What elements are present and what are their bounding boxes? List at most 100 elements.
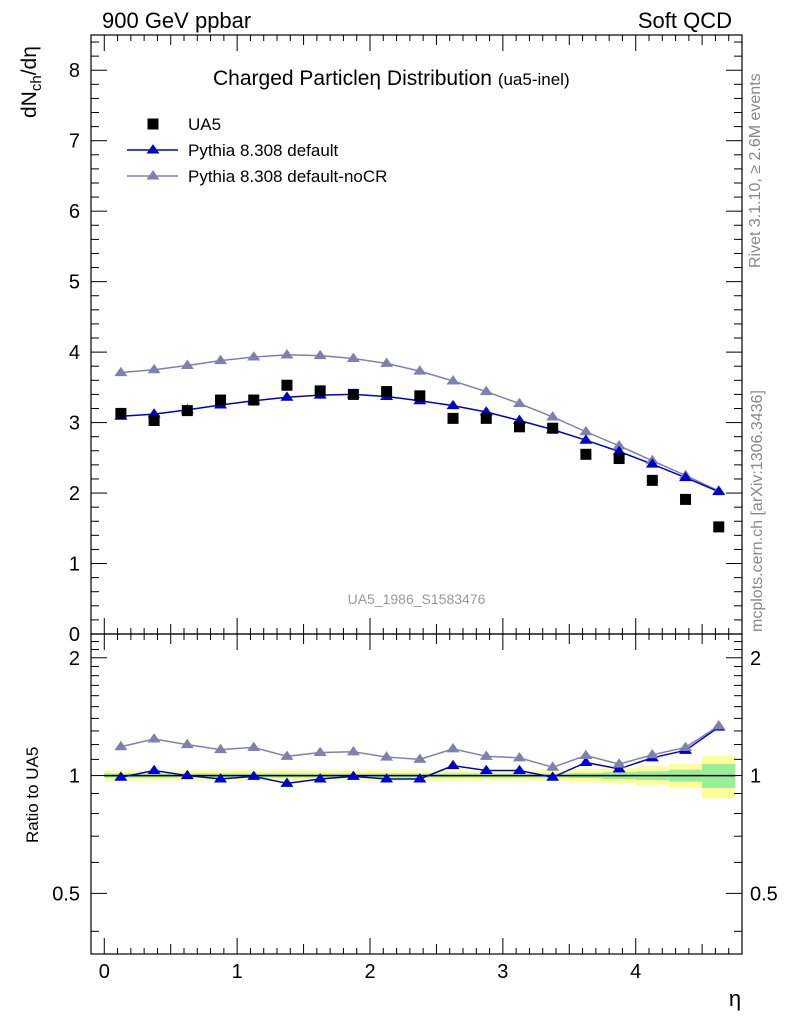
ratio-noCR-point [413, 753, 427, 763]
noCR-point [380, 357, 394, 367]
ratio-default-point [346, 770, 360, 780]
ratio-default-point [247, 770, 261, 780]
main-chart-title: Charged Particleη Distribution (ua5-inel… [213, 67, 570, 91]
ratio-default-point [446, 759, 460, 770]
noCR-point [512, 397, 526, 408]
chart-title-suffix: (ua5-inel) [497, 70, 570, 89]
ratio-noCR-point [280, 750, 294, 760]
default-line [120, 393, 720, 493]
main-y-tick-label: 0 [69, 624, 80, 646]
legend-default-marker [146, 144, 160, 154]
main-y-tick-label: 7 [69, 131, 80, 153]
noCR-point [247, 351, 261, 361]
ua5-data-point [181, 405, 193, 417]
legend-noCR-label: Pythia 8.308 default-noCR [188, 167, 387, 186]
ua5-data-point [646, 474, 658, 486]
ua5-data-point [547, 422, 559, 434]
x-tick-label: 4 [630, 961, 641, 983]
main-y-tick-label: 5 [69, 272, 80, 294]
header-left-label: 900 GeV ppbar [102, 8, 252, 33]
noCR-point [280, 349, 294, 359]
x-axis-label: η [729, 986, 741, 1011]
ua5-data-point [480, 412, 492, 424]
noCR-point [546, 411, 560, 421]
ua5-data-point [447, 412, 459, 424]
default-point [679, 471, 693, 482]
x-tick-label: 0 [99, 961, 110, 983]
noCR-point [446, 375, 460, 385]
default-point [446, 399, 460, 410]
main-y-tick-label: 3 [69, 413, 80, 435]
ratio-y-tick-label-right: 1 [750, 766, 761, 788]
noCR-point [579, 425, 593, 436]
header-right-label: Soft QCD [637, 8, 732, 33]
ratio-noCR-point [247, 741, 261, 751]
x-tick-label: 3 [497, 961, 508, 983]
x-tick-label: 2 [364, 961, 375, 983]
ratio-default-point [546, 771, 560, 781]
ratio-noCR-point [114, 740, 128, 751]
ratio-y-tick-label: 0.5 [52, 883, 80, 905]
ratio-noCR-point [579, 749, 593, 760]
default-point [280, 391, 294, 401]
ua5-data-point [613, 453, 625, 465]
ua5-data-point [148, 414, 160, 426]
default-point [645, 458, 659, 468]
ratio-default-point [114, 771, 128, 781]
ratio-noCR-point [645, 748, 659, 759]
default-point [712, 485, 726, 496]
ratio-noCR-point [180, 738, 194, 749]
ratio-default-point [313, 773, 327, 783]
ratio-noCR-point [214, 743, 228, 754]
chart-title-text: Charged Particleη Distribution [213, 67, 492, 90]
mcplots-label: mcplots.cern.ch [arXiv:1306.3436] [749, 390, 766, 632]
default-point [612, 445, 626, 455]
ratio-noCR-point [479, 750, 493, 760]
ratio-noCR-point [679, 741, 693, 751]
noCR-point [114, 366, 128, 377]
ratio-noCR-point [546, 761, 560, 771]
noCR-point [612, 439, 626, 450]
ratio-plot-frame [90, 633, 743, 955]
ratio-y-tick-label-right: 0.5 [750, 883, 778, 905]
noCR-point [346, 352, 360, 362]
noCR-point [313, 349, 327, 360]
ua5-data-point [513, 421, 525, 433]
legend-noCR-marker [146, 170, 160, 180]
noCR-point [147, 363, 161, 374]
ratio-default-point [280, 777, 294, 787]
main-y-tick-label: 6 [69, 201, 80, 223]
x-tick-label: 1 [232, 961, 243, 983]
main-y-tick-label: 2 [69, 483, 80, 505]
ratio-y-tick-label-right: 2 [750, 648, 761, 670]
legend-default-label: Pythia 8.308 default [188, 141, 339, 160]
noCR-point [413, 365, 427, 375]
main-y-axis-label: dNch/dη [18, 46, 45, 118]
ua5-data-point [281, 379, 293, 391]
ratio-noCR-point [346, 745, 360, 756]
ratio-y-axis-label: Ratio to UA5 [23, 747, 42, 843]
ua5-data-point [248, 394, 260, 406]
ua5-data-point [115, 407, 127, 419]
ratio-y-tick-label: 1 [69, 766, 80, 788]
main-y-tick-label: 8 [69, 60, 80, 82]
ratio-default-point [214, 773, 228, 783]
ua5-data-point [314, 385, 326, 397]
main-y-tick-label: 4 [69, 342, 80, 364]
noCR-point [479, 385, 493, 396]
ua5-data-point [414, 390, 426, 402]
ratio-default-point [512, 764, 526, 775]
ratio-default-point [380, 773, 394, 783]
ratio-default-point [612, 763, 626, 773]
rivet-version-label: Rivet 3.1.10, ≥ 2.6M events [747, 73, 764, 268]
noCR-point [180, 359, 194, 370]
ua5-data-point [580, 448, 592, 460]
ratio-noCR-point [612, 758, 626, 768]
ratio-default-point [413, 773, 427, 783]
noCR-point [214, 354, 228, 365]
ua5-data-point [680, 493, 692, 505]
ua5-data-point [347, 388, 359, 400]
ratio-noCR-point [313, 746, 327, 757]
analysis-watermark: UA5_1986_S1583476 [348, 591, 486, 607]
ua5-data-point [381, 386, 393, 398]
